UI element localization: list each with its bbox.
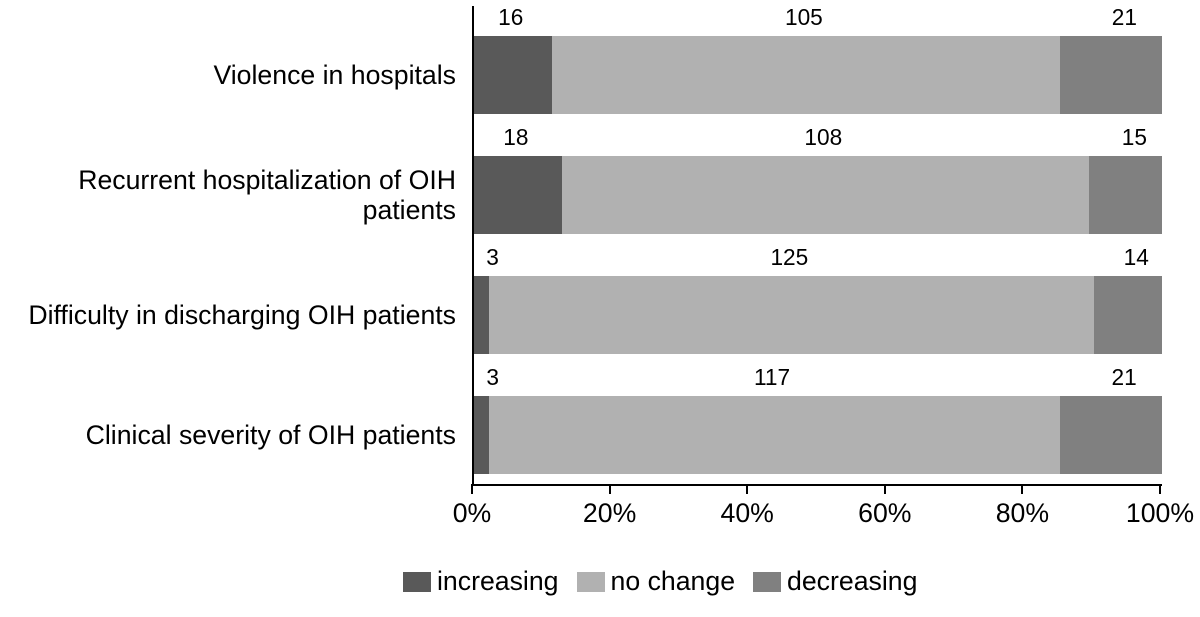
legend-swatch <box>577 572 605 592</box>
x-tick-mark <box>746 484 748 494</box>
legend: increasing no change decreasing <box>403 566 917 597</box>
legend-swatch <box>403 572 431 592</box>
bar-row <box>474 36 1162 114</box>
legend-label: no change <box>611 566 736 597</box>
category-label-line: Violence in hospitals <box>26 60 456 90</box>
data-label: 14 <box>1124 244 1149 271</box>
bar-segment-increasing <box>474 36 552 114</box>
data-label: 108 <box>804 124 842 151</box>
data-label: 21 <box>1112 364 1137 391</box>
legend-item-increasing: increasing <box>403 566 559 597</box>
category-label-line: Clinical severity of OIH patients <box>26 420 456 450</box>
data-label: 3 <box>486 244 499 271</box>
category-label-line: Recurrent hospitalization of OIH <box>26 165 456 195</box>
x-tick-mark <box>1021 484 1023 494</box>
x-tick-label: 20% <box>583 498 636 529</box>
data-label: 105 <box>785 4 823 31</box>
legend-item-no-change: no change <box>577 566 736 597</box>
x-tick-mark <box>884 484 886 494</box>
data-label: 125 <box>770 244 808 271</box>
chart-container: Violence in hospitals Recurrent hospitali… <box>0 0 1200 617</box>
bar-segment-decreasing <box>1060 396 1162 474</box>
legend-label: decreasing <box>787 566 917 597</box>
data-label: 18 <box>503 124 528 151</box>
bar-segment-decreasing <box>1089 156 1162 234</box>
bar-segment-increasing <box>474 396 489 474</box>
bar-segment-no-change <box>489 276 1095 354</box>
x-tick-mark <box>471 484 473 494</box>
category-label: Clinical severity of OIH patients <box>26 420 456 450</box>
category-label-line: patients <box>26 195 456 225</box>
data-label: 3 <box>486 364 499 391</box>
category-label: Recurrent hospitalization of OIHpatients <box>26 165 456 225</box>
x-tick-label: 100% <box>1126 498 1194 529</box>
bar-segment-no-change <box>489 396 1060 474</box>
x-tick-label: 80% <box>996 498 1049 529</box>
category-label: Violence in hospitals <box>26 60 456 90</box>
data-label: 21 <box>1112 4 1137 31</box>
legend-item-decreasing: decreasing <box>753 566 917 597</box>
bar-segment-decreasing <box>1094 276 1162 354</box>
bar-segment-increasing <box>474 276 489 354</box>
x-tick-mark <box>1159 484 1161 494</box>
category-label: Difficulty in discharging OIH patients <box>26 300 456 330</box>
data-label: 16 <box>498 4 523 31</box>
bar-segment-increasing <box>474 156 562 234</box>
legend-swatch <box>753 572 781 592</box>
bar-row <box>474 396 1162 474</box>
plot-area <box>472 6 1162 486</box>
bar-row <box>474 156 1162 234</box>
bar-segment-no-change <box>552 36 1061 114</box>
data-label: 15 <box>1122 124 1147 151</box>
legend-label: increasing <box>437 566 559 597</box>
category-label-line: Difficulty in discharging OIH patients <box>26 300 456 330</box>
x-tick-label: 60% <box>858 498 911 529</box>
bar-row <box>474 276 1162 354</box>
x-tick-mark <box>609 484 611 494</box>
bar-segment-no-change <box>562 156 1089 234</box>
bar-segment-decreasing <box>1060 36 1162 114</box>
x-tick-label: 0% <box>453 498 492 529</box>
data-label: 117 <box>754 364 790 391</box>
x-tick-label: 40% <box>721 498 774 529</box>
